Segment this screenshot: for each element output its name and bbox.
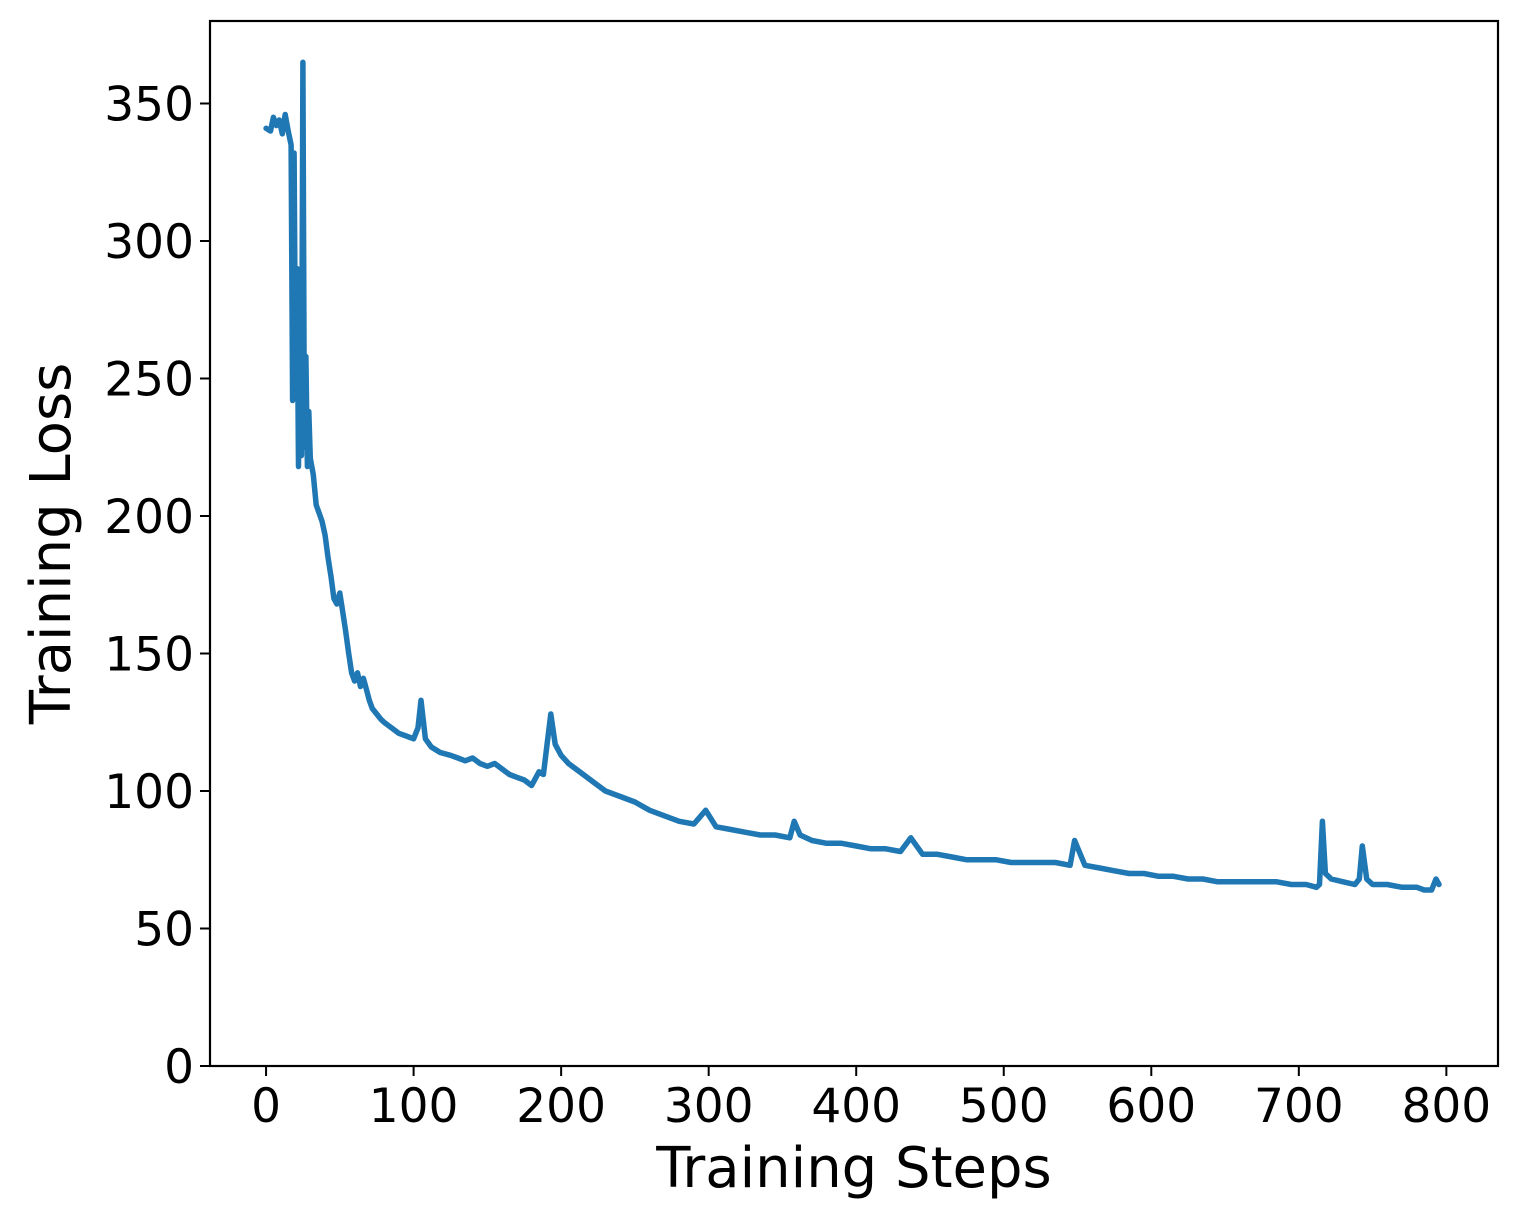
x-tick-label: 200 — [516, 1079, 606, 1134]
x-tick-label: 100 — [369, 1079, 459, 1134]
y-tick-label: 0 — [164, 1040, 194, 1095]
x-tick-label: 300 — [664, 1079, 754, 1134]
plot-frame — [208, 19, 1500, 1068]
x-tick-label: 700 — [1254, 1079, 1344, 1134]
x-tick-label: 800 — [1402, 1079, 1492, 1134]
x-tick-label: 0 — [251, 1079, 281, 1134]
x-tick-label: 500 — [959, 1079, 1049, 1134]
y-tick-label: 300 — [104, 215, 194, 270]
plot-area — [263, 59, 1442, 893]
training-loss-line — [263, 59, 1442, 893]
y-axis-ticks: 0 50 100 150 200 250 300 350 — [104, 78, 210, 1095]
y-axis-title: Training Loss — [19, 363, 84, 726]
x-tick-label: 400 — [811, 1079, 901, 1134]
y-tick-label: 350 — [104, 78, 194, 133]
x-axis-ticks: 0 100 200 300 400 500 600 700 800 — [251, 1066, 1491, 1134]
x-axis-title: Training Steps — [655, 1136, 1051, 1201]
x-tick-label: 600 — [1106, 1079, 1196, 1134]
y-tick-label: 100 — [104, 765, 194, 820]
y-tick-label: 200 — [104, 490, 194, 545]
y-tick-label: 250 — [104, 353, 194, 408]
y-tick-label: 50 — [134, 903, 194, 958]
y-tick-label: 150 — [104, 628, 194, 683]
